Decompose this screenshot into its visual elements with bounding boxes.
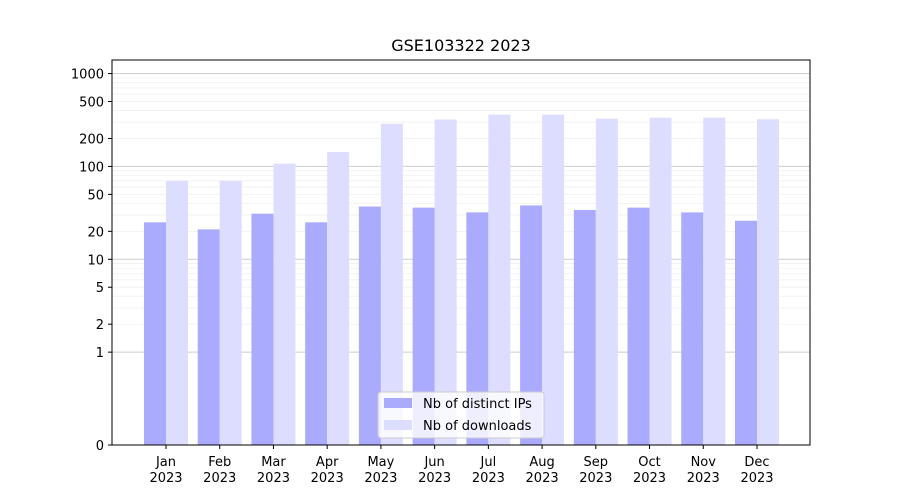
legend-swatch-ips xyxy=(384,398,412,408)
x-tick-label-year: 2023 xyxy=(687,471,720,486)
bar-distinct-ips xyxy=(251,213,274,445)
y-tick-label: 100 xyxy=(79,160,104,175)
x-tick-label-year: 2023 xyxy=(311,471,344,486)
x-tick-label-month: Aug xyxy=(529,455,554,470)
legend-box xyxy=(377,391,545,439)
y-tick-label: 2 xyxy=(96,318,104,333)
y-tick-label: 1000 xyxy=(71,68,104,83)
bar-downloads xyxy=(649,117,672,446)
bar-downloads xyxy=(757,119,779,446)
plot-frame xyxy=(111,59,811,446)
bars xyxy=(144,114,779,446)
bar-distinct-ips xyxy=(573,209,596,445)
x-tick-label-month: Jun xyxy=(423,455,444,470)
x-tick-label-year: 2023 xyxy=(364,471,397,486)
bar-distinct-ips xyxy=(144,222,166,445)
x-tick-label-month: May xyxy=(367,455,394,470)
bar-distinct-ips xyxy=(735,220,757,445)
x-axis: Jan2023Feb2023Mar2023Apr2023May2023Jun20… xyxy=(149,445,774,486)
x-tick-label-month: Mar xyxy=(261,455,286,470)
legend-label-downloads: Nb of downloads xyxy=(423,419,532,434)
bar-distinct-ips xyxy=(466,212,489,445)
x-tick-label-year: 2023 xyxy=(203,471,236,486)
x-tick-label-month: Oct xyxy=(638,455,660,470)
y-tick-label: 20 xyxy=(87,225,104,240)
y-tick-label: 50 xyxy=(87,188,104,203)
x-tick-label-month: Nov xyxy=(691,455,717,470)
bar-distinct-ips xyxy=(197,229,220,445)
y-tick-label: 0 xyxy=(96,439,104,454)
bar-distinct-ips xyxy=(627,207,650,445)
bar-distinct-ips xyxy=(681,212,704,445)
bar-distinct-ips xyxy=(358,206,381,445)
bar-downloads xyxy=(542,114,565,445)
chart-title: GSE103322 2023 xyxy=(391,36,531,55)
x-tick-label-year: 2023 xyxy=(740,471,773,486)
x-tick-label-month: Jul xyxy=(480,455,497,470)
bar-distinct-ips xyxy=(520,205,543,445)
bar-distinct-ips xyxy=(412,207,435,445)
legend: Nb of distinct IPs Nb of downloads xyxy=(377,391,545,439)
bar-downloads xyxy=(273,163,296,445)
x-tick-label-month: Jan xyxy=(155,455,176,470)
y-tick-label: 200 xyxy=(79,132,104,147)
x-tick-label-month: Dec xyxy=(744,455,769,470)
x-tick-label-month: Sep xyxy=(584,455,609,470)
y-tick-label: 5 xyxy=(96,281,104,296)
bar-downloads xyxy=(166,180,188,446)
x-tick-label-year: 2023 xyxy=(418,471,451,486)
bar-downloads xyxy=(219,180,242,446)
x-tick-label-month: Apr xyxy=(316,455,339,470)
bar-downloads xyxy=(488,114,511,445)
y-tick-label: 500 xyxy=(79,96,104,111)
x-tick-label-year: 2023 xyxy=(633,471,666,486)
legend-label-ips: Nb of distinct IPs xyxy=(423,397,532,412)
y-tick-label: 1 xyxy=(96,346,104,361)
x-tick-label-year: 2023 xyxy=(526,471,559,486)
x-tick-label-year: 2023 xyxy=(579,471,612,486)
bar-downloads xyxy=(434,119,457,445)
x-tick-label-year: 2023 xyxy=(149,471,182,486)
y-tick-label: 10 xyxy=(87,253,104,268)
bar-downloads xyxy=(380,123,403,445)
x-tick-label-year: 2023 xyxy=(472,471,505,486)
bar-downloads xyxy=(703,117,726,446)
bar-downloads xyxy=(327,152,350,445)
y-axis: 0 1 2 5 10 20 50 100 200 500 1000 xyxy=(71,68,112,454)
x-tick-label-month: Feb xyxy=(208,455,231,470)
bar-distinct-ips xyxy=(305,222,328,445)
x-tick-label-year: 2023 xyxy=(257,471,290,486)
legend-swatch-downloads xyxy=(384,420,412,430)
bar-downloads xyxy=(595,118,618,446)
